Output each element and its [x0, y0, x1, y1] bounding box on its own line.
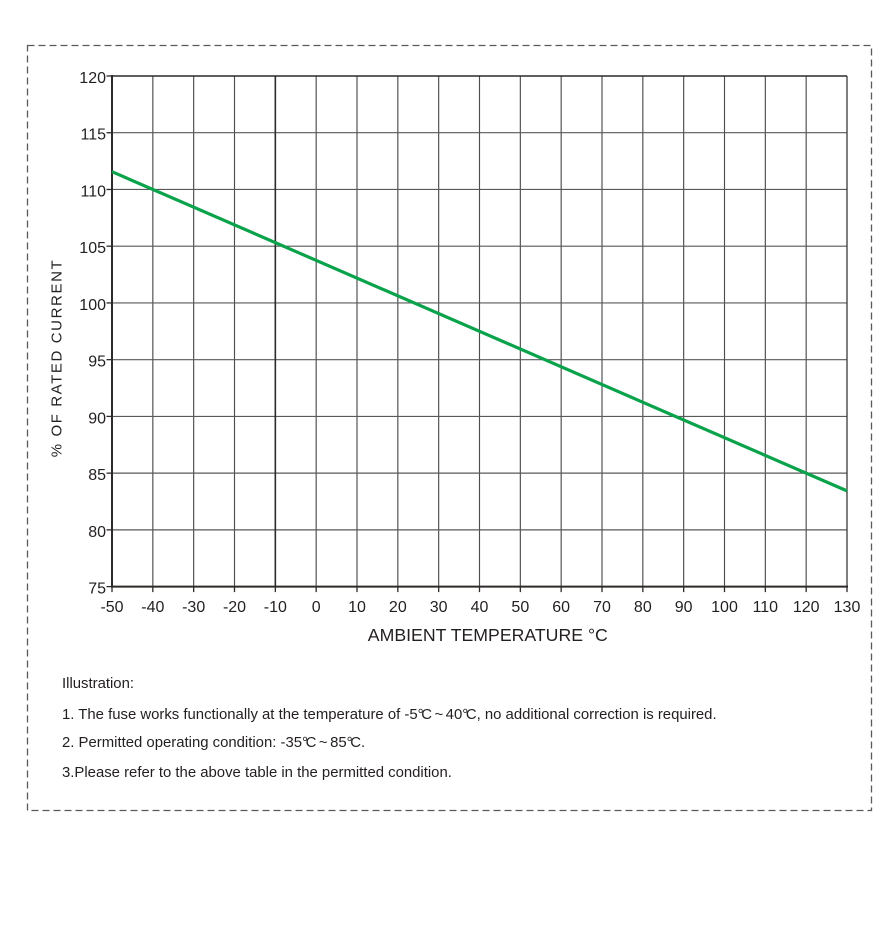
svg-text:% OF RATED CURRENT: % OF RATED CURRENT — [48, 259, 65, 458]
svg-text:130: 130 — [834, 599, 861, 616]
svg-text:90: 90 — [675, 599, 693, 616]
svg-text:-30: -30 — [182, 599, 205, 616]
svg-text:100: 100 — [711, 599, 738, 616]
svg-text:100: 100 — [79, 297, 106, 314]
svg-text:85: 85 — [88, 467, 106, 484]
svg-text:10: 10 — [348, 599, 366, 616]
svg-text:95: 95 — [88, 354, 106, 371]
svg-text:-50: -50 — [100, 599, 123, 616]
svg-text:80: 80 — [88, 524, 106, 541]
svg-text:120: 120 — [79, 70, 106, 87]
svg-text:75: 75 — [88, 581, 106, 598]
svg-text:110: 110 — [753, 599, 779, 616]
svg-text:AMBIENT TEMPERATURE °C: AMBIENT TEMPERATURE °C — [368, 625, 608, 645]
svg-text:105: 105 — [79, 240, 106, 257]
svg-text:20: 20 — [389, 599, 407, 616]
svg-text:-40: -40 — [141, 599, 164, 616]
svg-text:50: 50 — [511, 599, 529, 616]
svg-text:60: 60 — [552, 599, 570, 616]
svg-text:-20: -20 — [223, 599, 246, 616]
svg-text:110: 110 — [80, 183, 106, 200]
svg-text:80: 80 — [634, 599, 652, 616]
svg-text:90: 90 — [88, 410, 106, 427]
svg-text:70: 70 — [593, 599, 611, 616]
svg-text:30: 30 — [430, 599, 448, 616]
svg-text:120: 120 — [793, 599, 820, 616]
svg-text:0: 0 — [312, 599, 321, 616]
svg-text:40: 40 — [471, 599, 489, 616]
svg-text:-10: -10 — [264, 599, 287, 616]
svg-text:115: 115 — [80, 127, 106, 144]
